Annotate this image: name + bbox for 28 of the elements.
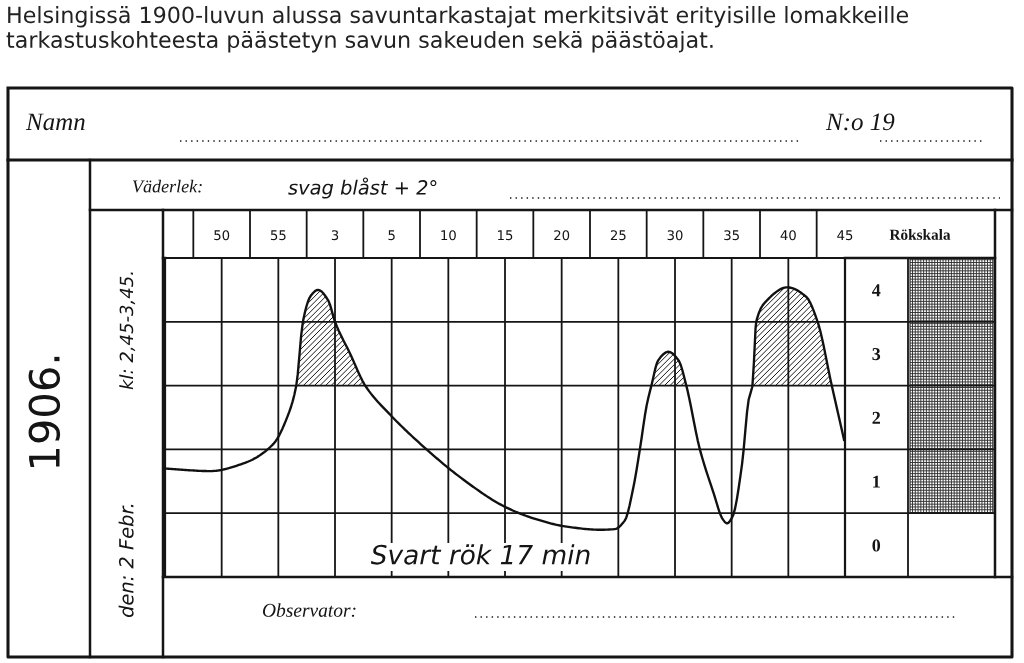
annotation: Svart rök 17 min — [370, 544, 590, 565]
x-tick-label: 15 — [498, 230, 513, 241]
y-tick-label: 3 — [872, 348, 881, 361]
text: 1906. — [28, 356, 61, 468]
y-tick-label: 0 — [872, 539, 881, 552]
y-tick-label: 2 — [872, 411, 880, 424]
x-tick-label: 55 — [270, 230, 286, 241]
chart-title: Helsingissä 1900-luvun alussa savuntarkastajat merkitsivät erityisille lomakkeille tarkastuskohteesta päästetyn savun sakeuden sekä päästöajat. — [6, 6, 909, 53]
x-tick-label: 45 — [837, 230, 853, 241]
x-tick-label: 3 — [331, 230, 339, 241]
text: Namn — [25, 113, 85, 131]
x-tick-label: 5 — [388, 230, 395, 241]
x-tick-label: 40 — [780, 230, 796, 241]
text: N:o 19 — [825, 113, 895, 131]
x-tick-label: 35 — [724, 230, 739, 241]
x-tick-label: 50 — [214, 230, 230, 241]
text: kl: 2,45-3,45. — [119, 272, 136, 390]
y-tick-label: 1 — [873, 475, 880, 488]
x-tick-label: 25 — [610, 230, 626, 241]
x-tick-label: 10 — [441, 230, 456, 241]
text: Väderlek: — [132, 179, 202, 193]
x-tick-label: 20 — [554, 230, 570, 241]
text: den: 2 Febr. — [118, 504, 134, 618]
y-axis-title: Rökskala — [889, 229, 951, 240]
x-tick-label: 30 — [667, 230, 683, 241]
text: svag blåst + 2° — [288, 177, 437, 199]
y-tick-label: 4 — [871, 284, 881, 297]
text: Observator: — [262, 603, 356, 617]
